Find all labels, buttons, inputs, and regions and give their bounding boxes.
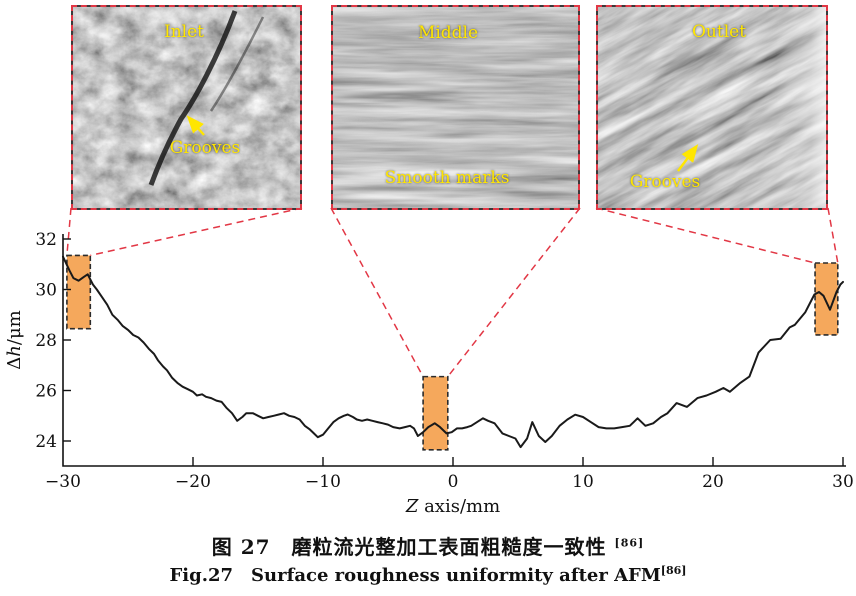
caption-english: Fig.27 Surface roughness uniformity afte… xyxy=(0,561,856,587)
annotation-grooves-outlet: Grooves xyxy=(629,172,701,192)
x-tick-label: −30 xyxy=(45,472,81,492)
annotation-smooth-marks: Smooth marks xyxy=(384,168,510,188)
caption-chinese-text: 图 27 磨粒流光整加工表面粗糙度一致性 xyxy=(211,535,615,559)
axes xyxy=(62,234,846,467)
caption-chinese-reference: [86] xyxy=(614,536,645,550)
x-tick-label: 10 xyxy=(572,472,594,492)
sem-image-inlet: Inlet Grooves xyxy=(71,5,302,210)
region-label-outlet: Outlet xyxy=(691,22,747,42)
caption-english-text: Fig.27 Surface roughness uniformity afte… xyxy=(169,565,661,586)
highlight-box-outlet-region xyxy=(814,262,839,336)
callout-line xyxy=(595,207,816,264)
sem-texture-middle xyxy=(333,7,578,208)
y-tick-label: 26 xyxy=(35,382,57,402)
region-label-middle: Middle xyxy=(417,23,479,43)
sem-image-outlet: Outlet Grooves xyxy=(596,5,828,210)
caption-english-reference: [86] xyxy=(660,564,687,577)
y-tick-label: 28 xyxy=(35,331,57,351)
y-axis-label: Δh/μm xyxy=(4,310,25,369)
x-tick-label: −20 xyxy=(175,472,211,492)
callout-line xyxy=(827,207,839,264)
highlight-box-middle-region xyxy=(422,375,449,451)
x-axis-label: Z axis/mm xyxy=(405,496,500,517)
y-tick-label: 32 xyxy=(35,230,57,250)
x-tick-label: 20 xyxy=(702,472,724,492)
annotation-grooves-inlet: Grooves xyxy=(169,138,241,158)
callout-line xyxy=(330,207,424,377)
y-tick-label: 30 xyxy=(35,281,57,301)
sem-texture-inlet xyxy=(73,7,300,208)
callout-line xyxy=(90,207,303,257)
groove-mark xyxy=(148,10,238,186)
highlight-box-inlet-region xyxy=(66,254,92,330)
x-tick-label: 30 xyxy=(832,472,854,492)
roughness-curve xyxy=(62,255,844,449)
callout-line xyxy=(447,207,581,378)
caption-chinese: 图 27 磨粒流光整加工表面粗糙度一致性 [86] xyxy=(0,531,856,560)
callout-line xyxy=(66,207,72,256)
sem-image-middle: Middle Smooth marks xyxy=(331,5,580,210)
region-label-inlet: Inlet xyxy=(164,22,204,42)
y-tick-label: 24 xyxy=(35,432,57,452)
x-tick-label: 0 xyxy=(448,472,459,492)
x-tick-label: −10 xyxy=(305,472,341,492)
sem-texture-outlet xyxy=(598,7,826,208)
